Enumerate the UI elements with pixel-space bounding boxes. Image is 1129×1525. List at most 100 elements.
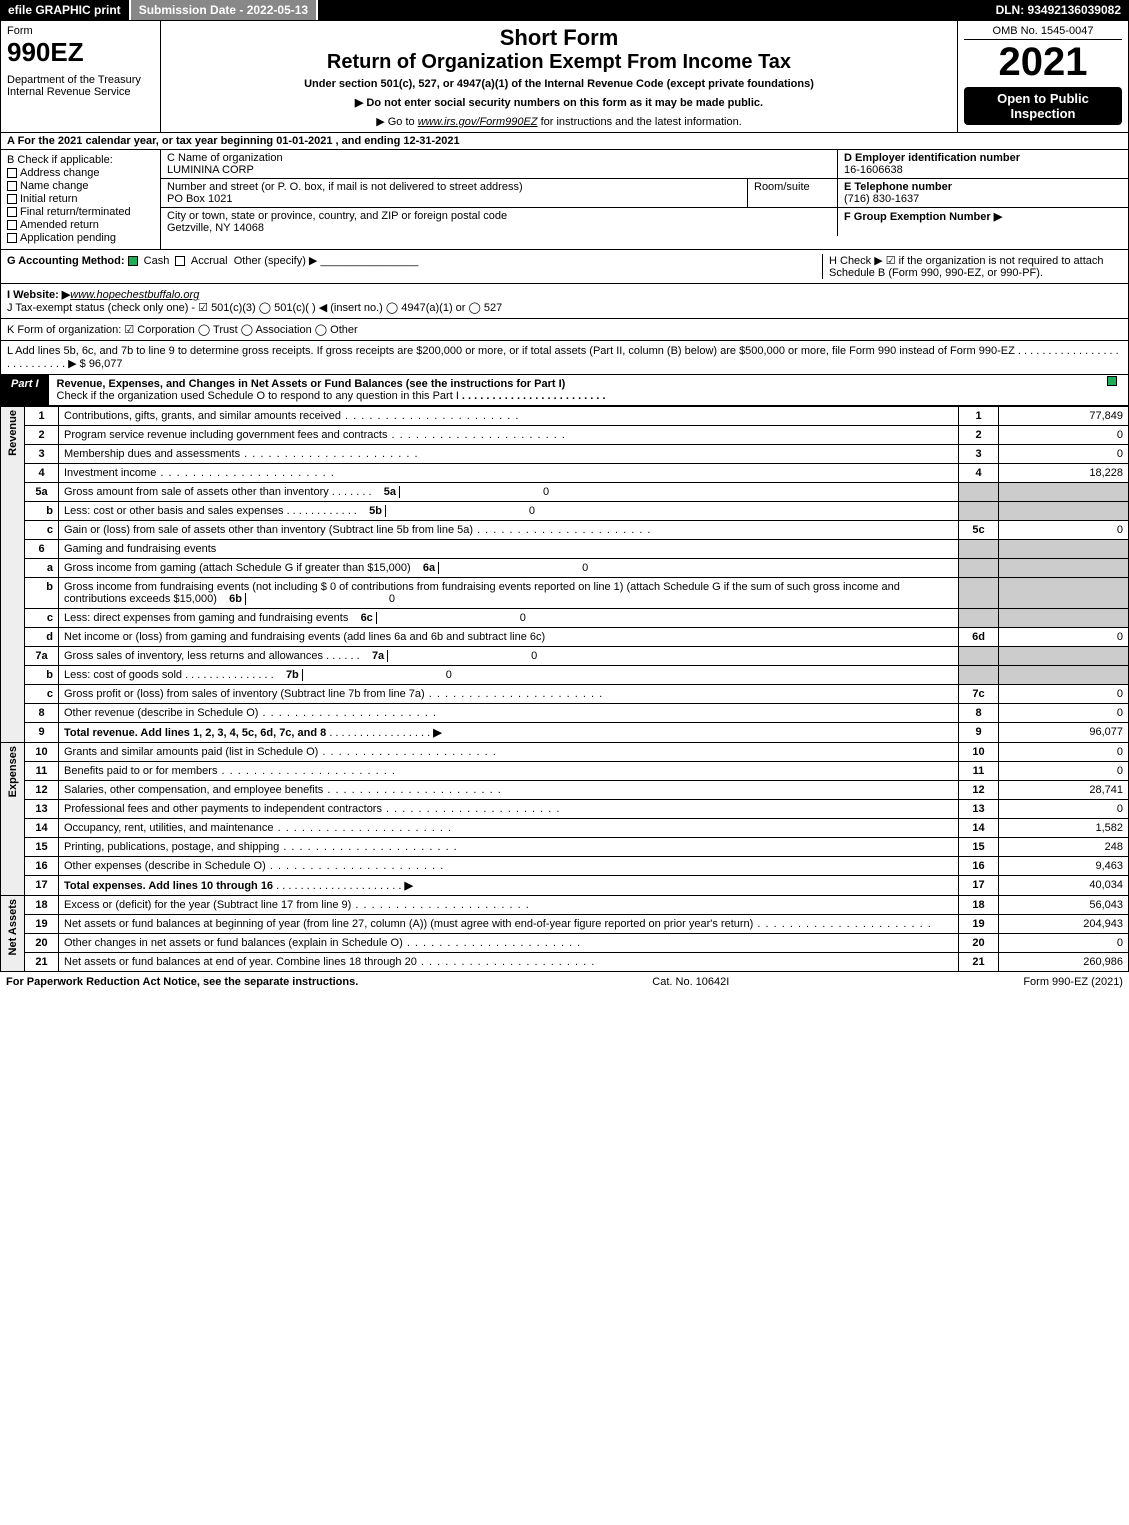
part1-checkbox[interactable] (1098, 375, 1128, 405)
line-h: H Check ▶ ☑ if the organization is not r… (822, 254, 1122, 279)
lines-table: Revenue 1Contributions, gifts, grants, a… (0, 406, 1129, 972)
footer-left: For Paperwork Reduction Act Notice, see … (6, 976, 358, 988)
netassets-tab: Net Assets (1, 896, 25, 972)
table-row: bLess: cost of goods sold . . . . . . . … (1, 666, 1129, 685)
table-row: 12Salaries, other compensation, and empl… (1, 781, 1129, 800)
table-row: 3Membership dues and assessments30 (1, 445, 1129, 464)
table-row: 19Net assets or fund balances at beginni… (1, 915, 1129, 934)
col-cde: C Name of organization LUMININA CORP D E… (161, 150, 1128, 249)
footer-right: Form 990-EZ (2021) (1023, 976, 1123, 988)
table-row: 2Program service revenue including gover… (1, 426, 1129, 445)
warn1: ▶ Do not enter social security numbers o… (169, 96, 949, 109)
open-public: Open to Public Inspection (964, 87, 1122, 125)
table-row: 8Other revenue (describe in Schedule O)8… (1, 704, 1129, 723)
line-d-lbl: D Employer identification number (844, 152, 1020, 164)
chk-accrual[interactable] (175, 256, 185, 266)
form-number: 990EZ (7, 37, 154, 68)
chk-final-return[interactable]: Final return/terminated (7, 206, 154, 218)
city-val: Getzville, NY 14068 (167, 222, 831, 234)
website-link[interactable]: www.hopechestbuffalo.org (70, 289, 199, 301)
chk-address-change[interactable]: Address change (7, 167, 154, 179)
title-main: Return of Organization Exempt From Incom… (169, 51, 949, 74)
street-cell: Number and street (or P. O. box, if mail… (161, 179, 748, 208)
table-row: cLess: direct expenses from gaming and f… (1, 609, 1129, 628)
header-right: OMB No. 1545-0047 2021 Open to Public In… (958, 21, 1128, 132)
org-name-cell: C Name of organization LUMININA CORP (161, 150, 838, 179)
chk-initial-return[interactable]: Initial return (7, 193, 154, 205)
title-short: Short Form (169, 25, 949, 51)
tax-year: 2021 (964, 40, 1122, 85)
header-left: Form 990EZ Department of the Treasury In… (1, 21, 161, 132)
expenses-tab: Expenses (1, 743, 25, 896)
table-row: 13Professional fees and other payments t… (1, 800, 1129, 819)
line-b-label: B Check if applicable: (7, 154, 154, 166)
chk-cash[interactable] (128, 256, 138, 266)
table-row: dNet income or (loss) from gaming and fu… (1, 628, 1129, 647)
table-row: 9Total revenue. Add lines 1, 2, 3, 4, 5c… (1, 723, 1129, 743)
line-i: I Website: ▶www.hopechestbuffalo.org (7, 288, 1122, 301)
topbar-left: efile GRAPHIC print Submission Date - 20… (0, 0, 318, 20)
table-row: 4Investment income418,228 (1, 464, 1129, 483)
line-j: J Tax-exempt status (check only one) - ☑… (7, 301, 1122, 314)
chk-amended-return[interactable]: Amended return (7, 219, 154, 231)
line-k: K Form of organization: ☑ Corporation ◯ … (0, 319, 1129, 341)
line-l: L Add lines 5b, 6c, and 7b to line 9 to … (0, 341, 1129, 375)
irs-label: Internal Revenue Service (7, 86, 154, 98)
chk-name-change[interactable]: Name change (7, 180, 154, 192)
table-row: aGross income from gaming (attach Schedu… (1, 559, 1129, 578)
line-e-lbl: E Telephone number (844, 181, 952, 193)
dept-treasury: Department of the Treasury (7, 74, 154, 86)
line-f-lbl: F Group Exemption Number ▶ (844, 211, 1002, 223)
revenue-tab: Revenue (1, 407, 25, 743)
table-row: 11Benefits paid to or for members110 (1, 762, 1129, 781)
city-cell: City or town, state or province, country… (161, 208, 838, 236)
efile-print: efile GRAPHIC print (0, 0, 131, 20)
chk-application-pending[interactable]: Application pending (7, 232, 154, 244)
line-f: F Group Exemption Number ▶ (838, 208, 1128, 236)
table-row: Revenue 1Contributions, gifts, grants, a… (1, 407, 1129, 426)
omb-number: OMB No. 1545-0047 (964, 25, 1122, 40)
table-row: cGain or (loss) from sale of assets othe… (1, 521, 1129, 540)
line-a: A For the 2021 calendar year, or tax yea… (0, 133, 1129, 150)
col-b: B Check if applicable: Address change Na… (1, 150, 161, 249)
table-row: 7aGross sales of inventory, less returns… (1, 647, 1129, 666)
block-ij: I Website: ▶www.hopechestbuffalo.org J T… (0, 284, 1129, 319)
table-row: 6Gaming and fundraising events (1, 540, 1129, 559)
table-row: 20Other changes in net assets or fund ba… (1, 934, 1129, 953)
part1-header: Part I Revenue, Expenses, and Changes in… (0, 375, 1129, 406)
table-row: 21Net assets or fund balances at end of … (1, 953, 1129, 972)
city-lbl: City or town, state or province, country… (167, 210, 831, 222)
header-mid: Short Form Return of Organization Exempt… (161, 21, 958, 132)
table-row: 17Total expenses. Add lines 10 through 1… (1, 876, 1129, 896)
topbar: efile GRAPHIC print Submission Date - 20… (0, 0, 1129, 20)
phone-value: (716) 830-1637 (844, 193, 919, 205)
section-b-f: B Check if applicable: Address change Na… (0, 150, 1129, 250)
irs-link[interactable]: www.irs.gov/Form990EZ (418, 116, 538, 128)
street-val: PO Box 1021 (167, 193, 741, 205)
table-row: 14Occupancy, rent, utilities, and mainte… (1, 819, 1129, 838)
page-footer: For Paperwork Reduction Act Notice, see … (0, 972, 1129, 992)
table-row: cGross profit or (loss) from sales of in… (1, 685, 1129, 704)
street-lbl: Number and street (or P. O. box, if mail… (167, 181, 741, 193)
subtitle: Under section 501(c), 527, or 4947(a)(1)… (169, 78, 949, 90)
line-d: D Employer identification number 16-1606… (838, 150, 1128, 179)
table-row: 5aGross amount from sale of assets other… (1, 483, 1129, 502)
dln: DLN: 93492136039082 (988, 0, 1129, 20)
ein-value: 16-1606638 (844, 164, 903, 176)
line-e: E Telephone number (716) 830-1637 (838, 179, 1128, 208)
form-label: Form (7, 25, 154, 37)
line-c-name-lbl: C Name of organization (167, 152, 831, 164)
table-row: bGross income from fundraising events (n… (1, 578, 1129, 609)
form-header: Form 990EZ Department of the Treasury In… (0, 20, 1129, 133)
table-row: 15Printing, publications, postage, and s… (1, 838, 1129, 857)
org-name: LUMININA CORP (167, 164, 831, 176)
warn2: ▶ Go to www.irs.gov/Form990EZ for instru… (169, 115, 949, 128)
line-g: G Accounting Method: Cash Accrual Other … (7, 254, 822, 279)
room-cell: Room/suite (748, 179, 838, 208)
table-row: bLess: cost or other basis and sales exp… (1, 502, 1129, 521)
footer-mid: Cat. No. 10642I (652, 976, 729, 988)
block-gh: G Accounting Method: Cash Accrual Other … (0, 250, 1129, 284)
part1-title: Revenue, Expenses, and Changes in Net As… (49, 375, 1098, 405)
part1-label: Part I (1, 375, 49, 405)
table-row: 16Other expenses (describe in Schedule O… (1, 857, 1129, 876)
